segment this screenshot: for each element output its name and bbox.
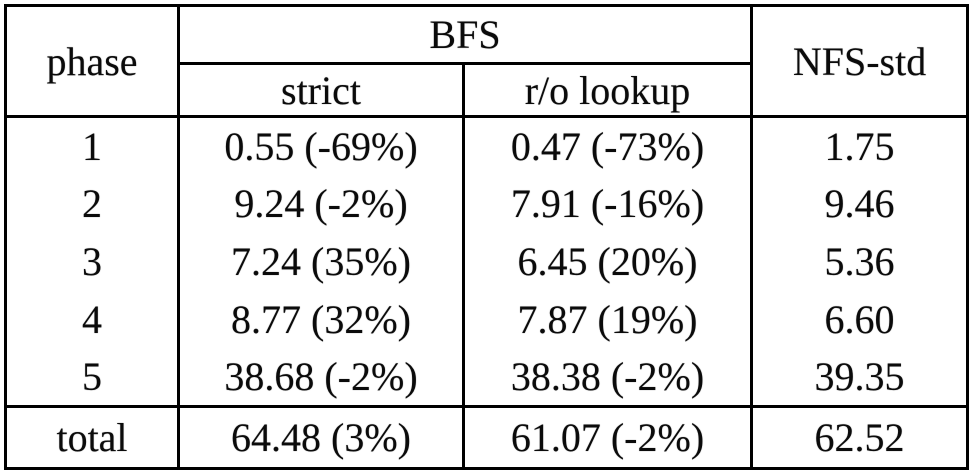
nfs-std-cell: 6.60 [750,290,970,349]
phase-cell: 5 [4,348,180,407]
column-header-ro-lookup: r/o lookup [461,63,754,118]
header-sub-row: strict r/o lookup [6,63,968,118]
table-row: 3 7.24 (35%) 6.45 (20%) 5.36 [4,232,970,291]
phase-cell: 2 [4,174,180,233]
bfs-ro-lookup-cell: 7.87 (19%) [461,290,754,349]
total-label-cell: total [4,405,180,469]
bfs-strict-cell: 0.55 (-69%) [177,116,465,175]
bfs-ro-lookup-cell: 7.91 (-16%) [461,174,754,233]
column-group-header-bfs: BFS [176,5,754,65]
bfs-strict-cell: 9.24 (-2%) [177,174,465,233]
bfs-strict-cell: 38.68 (-2%) [177,348,465,407]
table-row: 1 0.55 (-69%) 0.47 (-73%) 1.75 [4,116,970,175]
bfs-strict-cell: 8.77 (32%) [177,290,465,349]
bfs-ro-lookup-cell: 38.38 (-2%) [461,348,754,407]
phase-cell: 3 [4,232,180,291]
header-group-row: phase BFS NFS-std [4,5,970,118]
phase-cell: 1 [4,116,180,175]
total-bfs-ro-lookup-cell: 61.07 (-2%) [461,405,754,469]
nfs-std-cell: 9.46 [750,174,970,233]
total-bfs-strict-cell: 64.48 (3%) [177,405,465,469]
nfs-std-cell: 39.35 [750,348,970,407]
bfs-strict-cell: 7.24 (35%) [177,232,465,291]
column-header-phase: phase [4,5,180,118]
column-header-strict: strict [177,63,465,118]
table-row: 2 9.24 (-2%) 7.91 (-16%) 9.46 [4,174,970,233]
phase-cell: 4 [4,290,180,349]
bfs-nfs-comparison-table: phase BFS NFS-std strict r/o lookup 1 0.… [4,4,970,470]
bfs-ro-lookup-cell: 0.47 (-73%) [461,116,754,175]
nfs-std-cell: 5.36 [750,232,970,291]
table-row: 4 8.77 (32%) 7.87 (19%) 6.60 [4,290,970,349]
table-row: 5 38.68 (-2%) 38.38 (-2%) 39.35 [4,348,970,407]
nfs-std-cell: 1.75 [750,116,970,175]
total-nfs-std-cell: 62.52 [750,405,970,469]
bfs-ro-lookup-cell: 6.45 (20%) [461,232,754,291]
total-row: total 64.48 (3%) 61.07 (-2%) 62.52 [4,405,970,469]
column-header-nfs-std: NFS-std [750,5,970,118]
